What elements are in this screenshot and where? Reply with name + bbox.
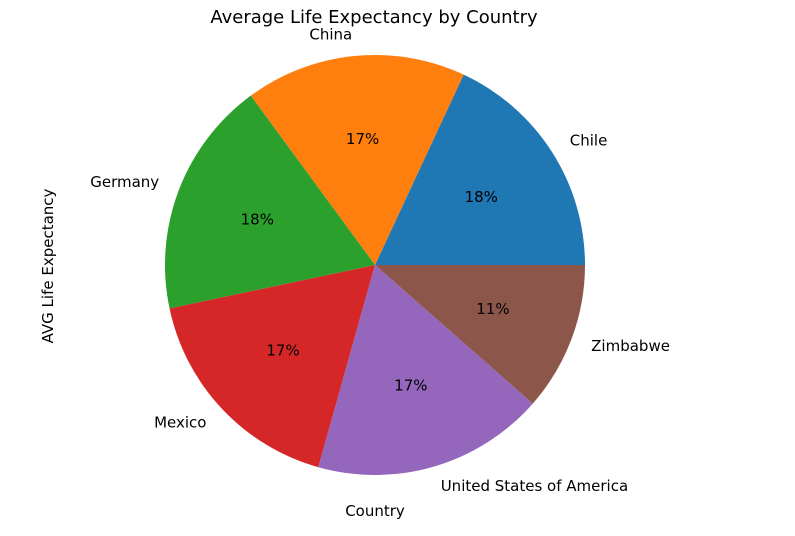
category-label: China: [309, 26, 352, 44]
pie-slice-zimbabwe: [375, 265, 585, 404]
chart-title: Average Life Expectancy by Country: [210, 7, 538, 28]
percent-label: 17%: [394, 376, 427, 394]
category-label: Chile: [570, 131, 608, 149]
pie-slice-china: [250, 55, 464, 265]
percent-label: 17%: [346, 130, 379, 148]
pie-slices: [164, 55, 585, 476]
category-label: United States of America: [441, 477, 628, 495]
pie-labels: Chile 18% China 17% Germany 18% Mexico 17% Unite…: [90, 26, 670, 495]
percent-label: 18%: [465, 188, 498, 206]
category-label: Mexico: [154, 413, 206, 431]
pie-slice-germany: [164, 95, 375, 309]
percent-label: 18%: [241, 211, 274, 229]
percent-label: 17%: [266, 342, 299, 360]
pie-slice-united-states-of-america: [318, 265, 533, 476]
pie-slice-mexico: [169, 265, 375, 468]
x-axis-label: Country: [345, 502, 405, 520]
category-label: Zimbabwe: [591, 337, 670, 355]
percent-label: 11%: [476, 300, 509, 318]
y-axis-label: AVG Life Expectancy: [39, 188, 57, 343]
category-label: Germany: [90, 173, 159, 191]
pie-slice-chile: [375, 74, 585, 265]
